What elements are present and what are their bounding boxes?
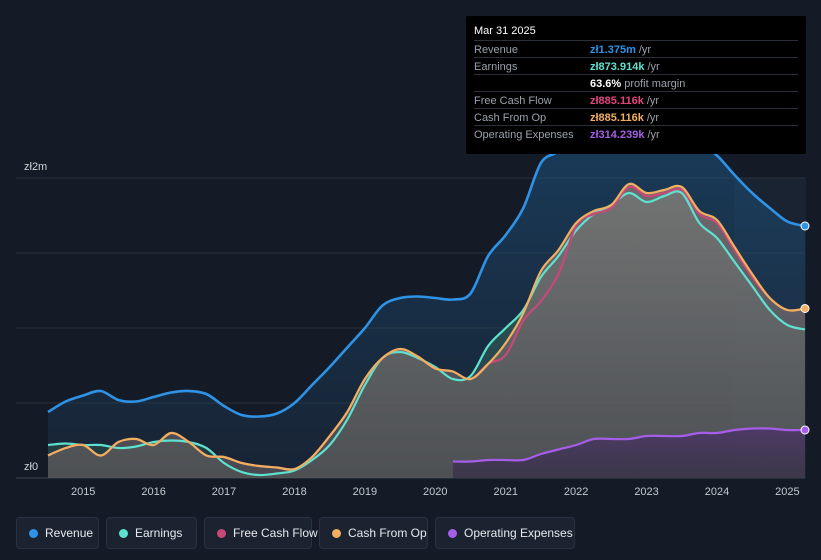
tooltip-row-value: zł1.375m/yr [590,44,652,56]
tooltip-row-value: zł885.116k/yr [590,95,660,107]
x-tick-label: 2019 [353,486,377,498]
end-marker-revenue [800,221,810,231]
x-tick-label: 2024 [705,486,729,498]
legend-label: Earnings [135,526,183,540]
legend-label: Operating Expenses [464,526,573,540]
area-cash-from-op [48,183,805,479]
x-tick-label: 2022 [564,486,588,498]
legend-dot-icon [217,529,226,538]
legend-dot-icon [119,529,128,538]
tooltip-row-unit: /yr [647,129,660,141]
tooltip-row: Operating Expenses zł314.239k/yr [474,125,798,143]
legend-item-earnings[interactable]: Earnings [106,517,197,549]
tooltip-row: Cash From Op zł885.116k/yr [474,108,798,126]
line-operating-expenses [452,427,806,463]
x-axis-ticks: 2015 2016 2017 2018 2019 2020 2021 2022 2023 2024… [71,486,800,498]
y-label-top: zł2m [24,161,47,173]
legend-dot-icon [448,529,457,538]
tooltip-row-unit: /yr [646,112,660,124]
legend-item-revenue[interactable]: Revenue [16,517,99,549]
tooltip-date: Mar 31 2025 [474,25,536,37]
data-tooltip: Mar 31 2025 Revenue zł1.375m/yr Earnings zł… [466,16,806,154]
y-label-bottom: zł0 [24,461,38,473]
area-operating-expenses [452,428,805,478]
legend-item-operating-expenses[interactable]: Operating Expenses [435,517,575,549]
tooltip-row-label: Operating Expenses [474,129,574,141]
x-tick-label: 2020 [423,486,447,498]
tooltip-row: Revenue zł1.375m/yr [474,40,798,58]
tooltip-row-value: zł885.116k/yr [590,112,660,124]
tooltip-row-value: zł314.239k/yr [590,129,660,141]
tooltip-row-unit: profit margin [624,78,686,90]
x-tick-label: 2016 [141,486,165,498]
x-tick-label: 2015 [71,486,95,498]
tooltip-row-value: zł873.914k/yr [590,61,660,73]
end-marker-cash-from-op [800,304,810,313]
tooltip-row-label: Cash From Op [474,112,547,124]
legend-item-cash-from-op[interactable]: Cash From Op [319,517,428,549]
legend-dot-icon [29,529,38,538]
line-cash-from-op [47,182,806,471]
tooltip-row-label: Earnings [474,61,518,73]
tooltip-row-value: 63.6% profit margin [590,78,686,90]
tooltip-row-label: Free Cash Flow [474,95,552,107]
end-marker-operating-expenses [800,425,810,435]
legend-label: Cash From Op [348,526,427,540]
tooltip-row-unit: /yr [647,61,660,73]
end-markers [800,221,810,435]
x-tick-label: 2021 [493,486,517,498]
tooltip-row: Earnings zł873.914k/yr [474,57,798,75]
tooltip-row-unit: /yr [646,95,660,107]
legend-item-free-cash-flow[interactable]: Free Cash Flow [204,517,318,549]
legend-dot-icon [332,529,341,538]
legend-label: Free Cash Flow [233,526,318,540]
legend-label: Revenue [45,526,94,540]
tooltip-row: 63.6% profit margin [474,74,798,92]
tooltip-row-label: Revenue [474,44,519,56]
x-tick-label: 2023 [634,486,658,498]
tooltip-row: Free Cash Flow zł885.116k/yr [474,91,798,109]
tooltip-row-unit: /yr [638,44,652,56]
x-tick-label: 2017 [212,486,236,498]
x-tick-label: 2025 [775,486,799,498]
series-areas [48,110,805,479]
x-tick-label: 2018 [282,486,306,498]
